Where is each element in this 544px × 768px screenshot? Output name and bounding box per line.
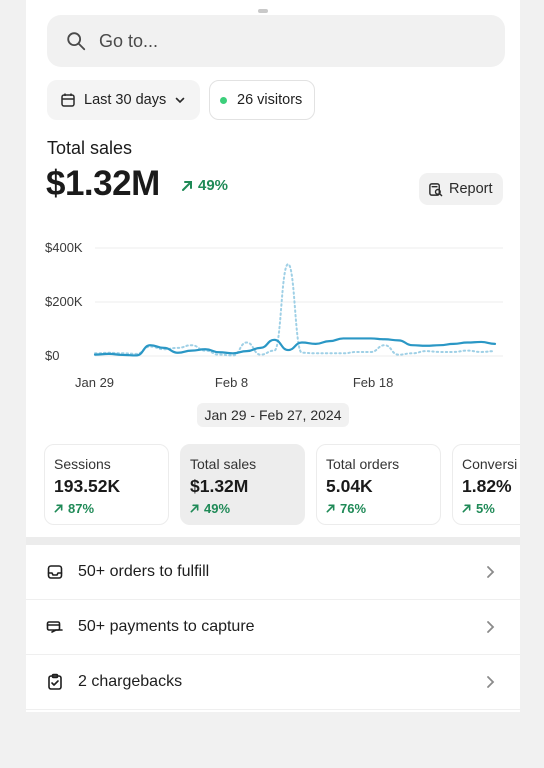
- date-range-selector[interactable]: Last 30 days: [47, 80, 200, 120]
- metric-card-value: 1.82%: [462, 476, 512, 496]
- date-range-label: Last 30 days: [84, 92, 167, 108]
- metric-card-change: 76%: [326, 501, 440, 516]
- metric-card-change: 5%: [462, 501, 520, 516]
- report-button[interactable]: Report: [419, 173, 503, 205]
- drag-handle[interactable]: [258, 0, 288, 31]
- metric-title: Total sales: [47, 138, 133, 158]
- report-icon: [429, 182, 443, 196]
- arrow-up-right-icon: [326, 504, 335, 513]
- chevron-right-icon: [487, 621, 495, 633]
- arrow-up-right-icon: [54, 504, 63, 513]
- metric-card[interactable]: Sessions 193.52K 87%: [44, 444, 169, 525]
- comparison-series-line: [94, 263, 496, 357]
- report-label: Report: [449, 181, 493, 197]
- metric-card-change-value: 87%: [68, 501, 95, 516]
- metric-card-change-value: 5%: [476, 501, 495, 516]
- metric-value: $1.32M: [46, 164, 160, 203]
- metric-cards-carousel[interactable]: Sessions 193.52K 87% Total sales $1.32M 49% To…: [44, 444, 520, 526]
- task-row[interactable]: 50+ payments to capture: [26, 600, 520, 655]
- y-tick-label: $200K: [45, 294, 83, 309]
- x-tick-label: Feb 18: [353, 375, 393, 390]
- task-label: 2 chargebacks: [78, 673, 183, 690]
- y-tick-label: $400K: [45, 240, 83, 255]
- metric-card[interactable]: Conversi 1.82% 5%: [452, 444, 520, 525]
- chart-date-range: Jan 29 - Feb 27, 2024: [197, 403, 349, 427]
- metric-card-change-value: 49%: [204, 501, 231, 516]
- clipboard-icon: [48, 673, 62, 690]
- y-tick-label: $0: [45, 348, 59, 363]
- inbox-icon: [47, 565, 63, 579]
- task-label: 50+ payments to capture: [78, 618, 255, 635]
- x-tick-label: Feb 8: [215, 375, 248, 390]
- arrow-up-right-icon: [190, 504, 199, 513]
- task-row[interactable]: 2 chargebacks: [26, 655, 520, 710]
- metric-card[interactable]: Total orders 5.04K 76%: [316, 444, 441, 525]
- task-row[interactable]: 50+ orders to fulfill: [26, 545, 520, 600]
- chevron-right-icon: [487, 566, 495, 578]
- live-status-dot: [220, 96, 227, 104]
- metric-card[interactable]: Total sales $1.32M 49%: [180, 444, 305, 525]
- search-placeholder: Go to...: [99, 30, 159, 51]
- metric-card-label: Total orders: [326, 456, 400, 472]
- live-visitors-button[interactable]: 26 visitors: [209, 80, 315, 120]
- sales-line-chart: $400K $200K $0 Jan 29 Feb 8 Feb 18: [45, 240, 503, 390]
- metric-card-value: $1.32M: [190, 476, 249, 496]
- arrow-up-right-icon: [182, 180, 192, 191]
- sales-series-line: [93, 337, 497, 357]
- chevron-right-icon: [487, 676, 495, 688]
- search-bar[interactable]: Go to...: [47, 15, 505, 67]
- calendar-icon: [61, 93, 75, 107]
- visitors-label: 26 visitors: [237, 92, 303, 108]
- metric-card-change-value: 76%: [340, 501, 367, 516]
- metric-card-label: Sessions: [54, 456, 111, 472]
- metric-card-value: 5.04K: [326, 476, 373, 496]
- metric-card-change: 49%: [190, 501, 304, 516]
- metric-card-change: 87%: [54, 501, 168, 516]
- chevron-down-icon: [175, 97, 185, 104]
- x-tick-label: Jan 29: [75, 375, 114, 390]
- task-label: 50+ orders to fulfill: [78, 563, 210, 580]
- metric-card-label: Conversi: [462, 456, 518, 472]
- arrow-up-right-icon: [462, 504, 471, 513]
- metric-change-value: 49%: [198, 177, 229, 194]
- payment-icon: [46, 621, 63, 633]
- search-icon: [67, 32, 86, 51]
- metric-card-value: 193.52K: [54, 476, 121, 496]
- metric-card-label: Total sales: [190, 456, 257, 472]
- section-divider: [26, 537, 520, 545]
- metric-change: 49%: [181, 177, 228, 194]
